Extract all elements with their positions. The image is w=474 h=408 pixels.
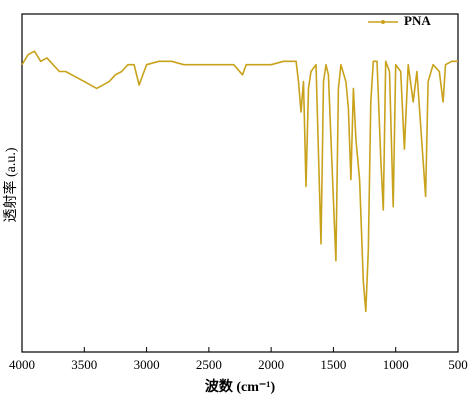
spectrum-line: [21, 50, 458, 313]
x-tick-label: 4000: [9, 357, 35, 372]
legend-label: PNA: [404, 13, 431, 28]
x-tick-label: 3500: [71, 357, 97, 372]
x-tick-label: 1500: [320, 357, 346, 372]
legend-marker: [381, 20, 385, 24]
y-axis-label: 透射率 (a.u.): [2, 147, 19, 222]
x-tick-label: 2000: [258, 357, 284, 372]
x-tick-label: 1000: [383, 357, 409, 372]
x-axis-label: 波数 (cm⁻¹): [205, 378, 276, 395]
x-tick-label: 3000: [134, 357, 160, 372]
plot-frame: [21, 13, 459, 353]
x-tick-label: 2500: [196, 357, 222, 372]
x-tick-label: 500: [448, 357, 468, 372]
